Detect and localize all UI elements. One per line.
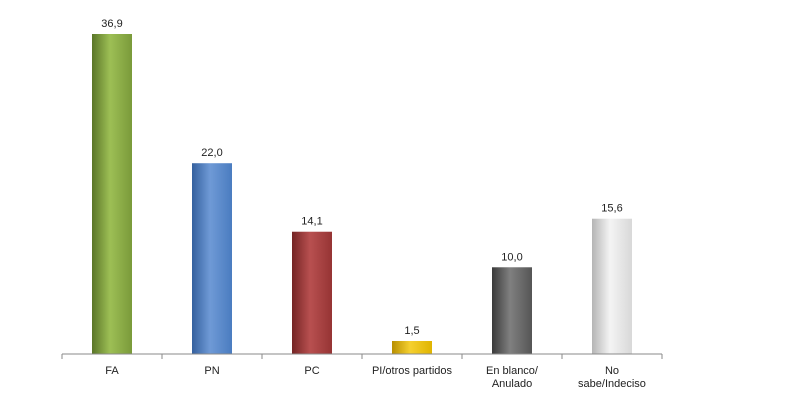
category-label-line: PC: [304, 365, 319, 377]
value-label-4: 10,0: [501, 251, 522, 263]
category-label-5: No sabe/Indeciso: [578, 365, 646, 390]
value-label-1: 22,0: [201, 147, 222, 159]
value-label-3: 1,5: [404, 325, 419, 337]
bar-3: [392, 340, 432, 354]
category-label-1: PN: [204, 365, 219, 377]
value-label-5: 15,6: [601, 203, 622, 215]
bar-1: [192, 163, 232, 354]
category-label-4: En blanco/Anulado: [486, 365, 539, 390]
category-label-line: FA: [105, 365, 119, 377]
category-label-line: En blanco/: [486, 365, 539, 377]
bar-0: [92, 34, 132, 354]
value-labels-layer: 36,9 22,0 14,1 1,5 10,0 15,6: [101, 18, 622, 337]
x-axis: [61, 353, 663, 359]
category-label-line: Anulado: [492, 378, 532, 390]
category-label-line: sabe/Indeciso: [578, 378, 646, 390]
category-label-line: No: [605, 365, 619, 377]
category-label-3: PI/otros partidos: [372, 365, 453, 377]
value-label-0: 36,9: [101, 18, 122, 30]
category-label-line: PN: [204, 365, 219, 377]
bar-5: [592, 218, 632, 354]
bars-layer: [92, 34, 632, 354]
category-label-0: FA: [105, 365, 119, 377]
bar-4: [492, 267, 532, 354]
bar-2: [292, 231, 332, 354]
value-label-2: 14,1: [301, 216, 322, 228]
category-label-line: PI/otros partidos: [372, 365, 453, 377]
category-labels-layer: FA PN PC PI/otros partidos En blanco/Anulado…: [105, 365, 646, 390]
category-label-2: PC: [304, 365, 319, 377]
